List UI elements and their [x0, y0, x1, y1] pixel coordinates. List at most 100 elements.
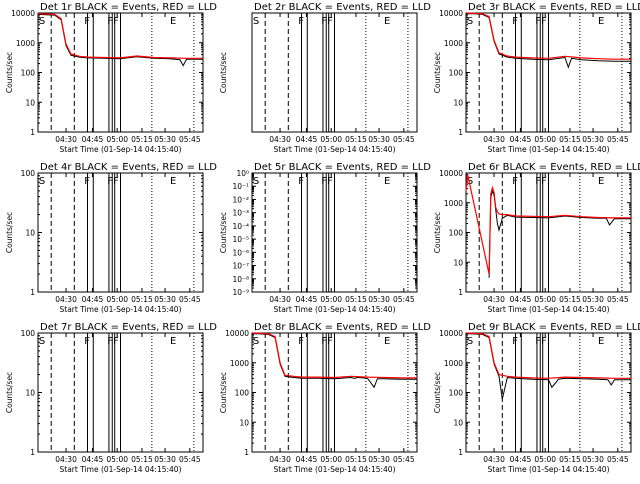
x-tick-label: 05:15: [559, 135, 581, 144]
x-tick-label: 05:00: [106, 455, 128, 464]
y-tick-label: 100: [449, 229, 464, 238]
y-tick-label: 1: [30, 128, 35, 137]
y-tick-label: 1000: [444, 359, 463, 368]
series-lld-line: [37, 13, 203, 59]
x-tick-label: 04:45: [510, 295, 532, 304]
event-marker-f: F: [84, 176, 90, 187]
y-tick-label: 1: [30, 288, 35, 297]
x-axis-label: Start Time (01-Sep-14 04:15:40): [488, 305, 610, 314]
event-marker-f: F: [298, 16, 304, 27]
event-marker-ff: FF: [535, 16, 547, 27]
x-tick-label: 04:45: [296, 135, 318, 144]
event-marker-e: E: [170, 176, 176, 187]
y-tick-label: 10⁰: [236, 169, 249, 178]
plot-title: Det 7r BLACK = Events, RED = LLD: [40, 322, 217, 333]
x-tick-label: 05:00: [320, 295, 342, 304]
event-marker-e: E: [384, 16, 390, 27]
y-tick-label: 10⁻²: [232, 195, 249, 204]
series-lld-line: [465, 332, 631, 379]
event-marker-ff: FF: [535, 176, 547, 187]
x-axis-label: Start Time (01-Sep-14 04:15:40): [488, 465, 610, 474]
x-tick-label: 05:30: [154, 455, 176, 464]
y-tick-label: 10⁻¹: [232, 182, 249, 191]
x-axis-label: Start Time (01-Sep-14 04:15:40): [60, 305, 182, 314]
event-marker-s: S: [39, 176, 45, 187]
x-axis-label: Start Time (01-Sep-14 04:15:40): [60, 465, 182, 474]
x-tick-label: 05:30: [368, 135, 390, 144]
x-tick-label: 05:15: [345, 295, 367, 304]
y-tick-label: 10: [453, 258, 463, 267]
x-tick-label: 04:45: [82, 295, 104, 304]
y-tick-label: 100: [21, 329, 36, 338]
x-tick-label: 05:00: [320, 455, 342, 464]
event-marker-ff: FF: [321, 176, 333, 187]
y-tick-label: 100: [235, 389, 250, 398]
detector-plot-5: Det 5r BLACK = Events, RED = LLD 10⁻⁹ 10⁻⁸…: [219, 162, 431, 314]
event-marker-f: F: [298, 176, 304, 187]
detector-plot-1: Det 1r BLACK = Events, RED = LLD 1 10 100 10…: [5, 2, 217, 154]
y-tick-label: 100: [21, 169, 36, 178]
x-axis-label: Start Time (01-Sep-14 04:15:40): [60, 145, 182, 154]
y-tick-label: 10000: [439, 329, 463, 338]
x-axis-label: Start Time (01-Sep-14 04:15:40): [274, 305, 396, 314]
y-tick-label: 10000: [439, 9, 463, 18]
detector-plot-7: Det 7r BLACK = Events, RED = LLD 1 10 100 Co…: [5, 322, 217, 474]
y-tick-label: 10000: [225, 329, 249, 338]
x-tick-label: 04:45: [296, 455, 318, 464]
x-tick-label: 04:45: [296, 295, 318, 304]
x-tick-label: 04:30: [55, 455, 77, 464]
x-tick-label: 05:00: [534, 295, 556, 304]
detector-plot-2: Det 2r BLACK = Events, RED = LLD Counts/s…: [219, 2, 431, 154]
x-tick-label: 05:45: [393, 295, 415, 304]
x-tick-label: 04:30: [483, 295, 505, 304]
series-events-line: [488, 189, 631, 278]
y-tick-label: 100: [449, 69, 464, 78]
event-marker-ff: FF: [321, 336, 333, 347]
x-tick-label: 04:45: [510, 135, 532, 144]
plot-title: Det 4r BLACK = Events, RED = LLD: [40, 162, 217, 173]
x-tick-label: 05:45: [179, 455, 201, 464]
x-axis-label: Start Time (01-Sep-14 04:15:40): [274, 465, 396, 474]
x-tick-label: 05:45: [393, 455, 415, 464]
event-marker-ff: FF: [107, 336, 119, 347]
x-tick-label: 04:30: [483, 135, 505, 144]
event-marker-f: F: [84, 336, 90, 347]
y-tick-label: 10: [239, 418, 249, 427]
y-tick-label: 10⁻⁸: [232, 275, 249, 284]
event-marker-e: E: [598, 176, 604, 187]
x-tick-label: 05:30: [154, 295, 176, 304]
x-tick-label: 04:45: [82, 135, 104, 144]
event-marker-e: E: [170, 336, 176, 347]
event-marker-f: F: [84, 16, 90, 27]
plot-title: Det 8r BLACK = Events, RED = LLD: [254, 322, 431, 333]
event-marker-ff: FF: [535, 336, 547, 347]
detector-plot-9: Det 9r BLACK = Events, RED = LLD 1 10 100 10…: [433, 322, 640, 474]
event-marker-f: F: [512, 176, 518, 187]
y-tick-label: 10⁻⁹: [232, 288, 249, 297]
x-tick-label: 05:45: [179, 135, 201, 144]
x-tick-label: 05:30: [582, 455, 604, 464]
event-marker-s: S: [467, 336, 473, 347]
y-tick-label: 10⁻⁷: [232, 262, 249, 271]
event-marker-s: S: [39, 16, 45, 27]
event-marker-s: S: [467, 16, 473, 27]
x-tick-label: 05:15: [559, 455, 581, 464]
event-marker-e: E: [384, 336, 390, 347]
x-tick-label: 05:30: [368, 295, 390, 304]
y-tick-label: 10: [453, 98, 463, 107]
event-marker-e: E: [598, 16, 604, 27]
y-tick-label: 1: [244, 448, 249, 457]
plot-title: Det 1r BLACK = Events, RED = LLD: [40, 2, 217, 13]
y-tick-label: 10: [453, 418, 463, 427]
y-tick-label: 10: [25, 389, 35, 398]
x-tick-label: 04:30: [55, 135, 77, 144]
y-axis-label: Counts/sec: [5, 372, 14, 413]
y-tick-label: 10: [25, 98, 35, 107]
y-tick-label: 100: [449, 389, 464, 398]
y-axis-label: Counts/sec: [219, 52, 228, 93]
plot-title: Det 6r BLACK = Events, RED = LLD: [468, 162, 640, 173]
x-tick-label: 04:30: [269, 135, 291, 144]
x-tick-label: 05:00: [106, 295, 128, 304]
x-tick-label: 05:45: [607, 135, 629, 144]
